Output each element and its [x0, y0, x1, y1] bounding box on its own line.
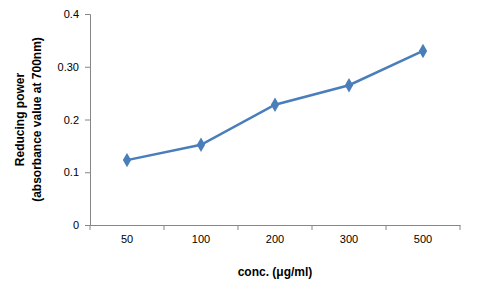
x-boundary-tick	[238, 225, 239, 230]
x-boundary-tick	[386, 225, 387, 230]
y-tick-mark	[85, 120, 90, 121]
y-tick: 0.30	[58, 61, 90, 73]
x-boundary-tick	[164, 225, 165, 230]
x-tick-label: 500	[414, 233, 432, 245]
y-tick-mark	[85, 172, 90, 173]
x-tick: 300	[340, 225, 358, 245]
y-tick-label: 0.2	[64, 114, 79, 126]
y-tick-label: 0.30	[58, 61, 79, 73]
x-tick: 100	[192, 225, 210, 245]
y-axis-title: Reducing power	[13, 73, 27, 167]
y-tick-mark	[85, 14, 90, 15]
x-boundary-ticks	[90, 225, 460, 230]
series	[123, 44, 427, 168]
y-tick: 0.4	[64, 8, 90, 20]
y-tick-label: 0.4	[64, 8, 79, 20]
line	[127, 51, 423, 160]
y-tick: 0.1	[64, 166, 90, 178]
y-tick-label: 0	[73, 219, 79, 231]
marker	[271, 98, 279, 112]
x-tick: 50	[121, 225, 133, 245]
x-tick-label: 100	[192, 233, 210, 245]
plot-area: 0 0.1 0.2 0.30 0.4 50 100 200 300 500	[58, 8, 461, 245]
y-tick: 0	[73, 219, 90, 231]
y-tick-mark	[85, 67, 90, 68]
x-tick-label: 200	[266, 233, 284, 245]
x-axis: 50 100 200 300 500	[90, 225, 461, 245]
x-tick-label: 50	[121, 233, 133, 245]
y-axis-line	[85, 15, 91, 226]
x-axis-title: conc. (μg/ml)	[238, 265, 313, 279]
x-tick: 200	[266, 225, 284, 245]
marker	[345, 78, 353, 92]
y-axis: 0 0.1 0.2 0.30 0.4	[58, 8, 91, 231]
x-axis-line	[91, 225, 461, 226]
x-boundary-tick	[90, 225, 91, 230]
y-tick: 0.2	[64, 114, 90, 126]
marker	[419, 44, 427, 58]
x-tick-label: 300	[340, 233, 358, 245]
x-boundary-tick	[312, 225, 313, 230]
y-tick-mark	[85, 225, 90, 226]
marker	[197, 138, 205, 152]
y-tick-label: 0.1	[64, 166, 79, 178]
x-tick: 500	[414, 225, 432, 245]
x-boundary-tick	[460, 225, 461, 230]
y-axis-title: (absorbance value at 700nm)	[30, 37, 44, 202]
chart: 0 0.1 0.2 0.30 0.4 50 100 200 300 500 conc. (μg/ml…	[0, 0, 480, 288]
marker	[123, 153, 131, 167]
